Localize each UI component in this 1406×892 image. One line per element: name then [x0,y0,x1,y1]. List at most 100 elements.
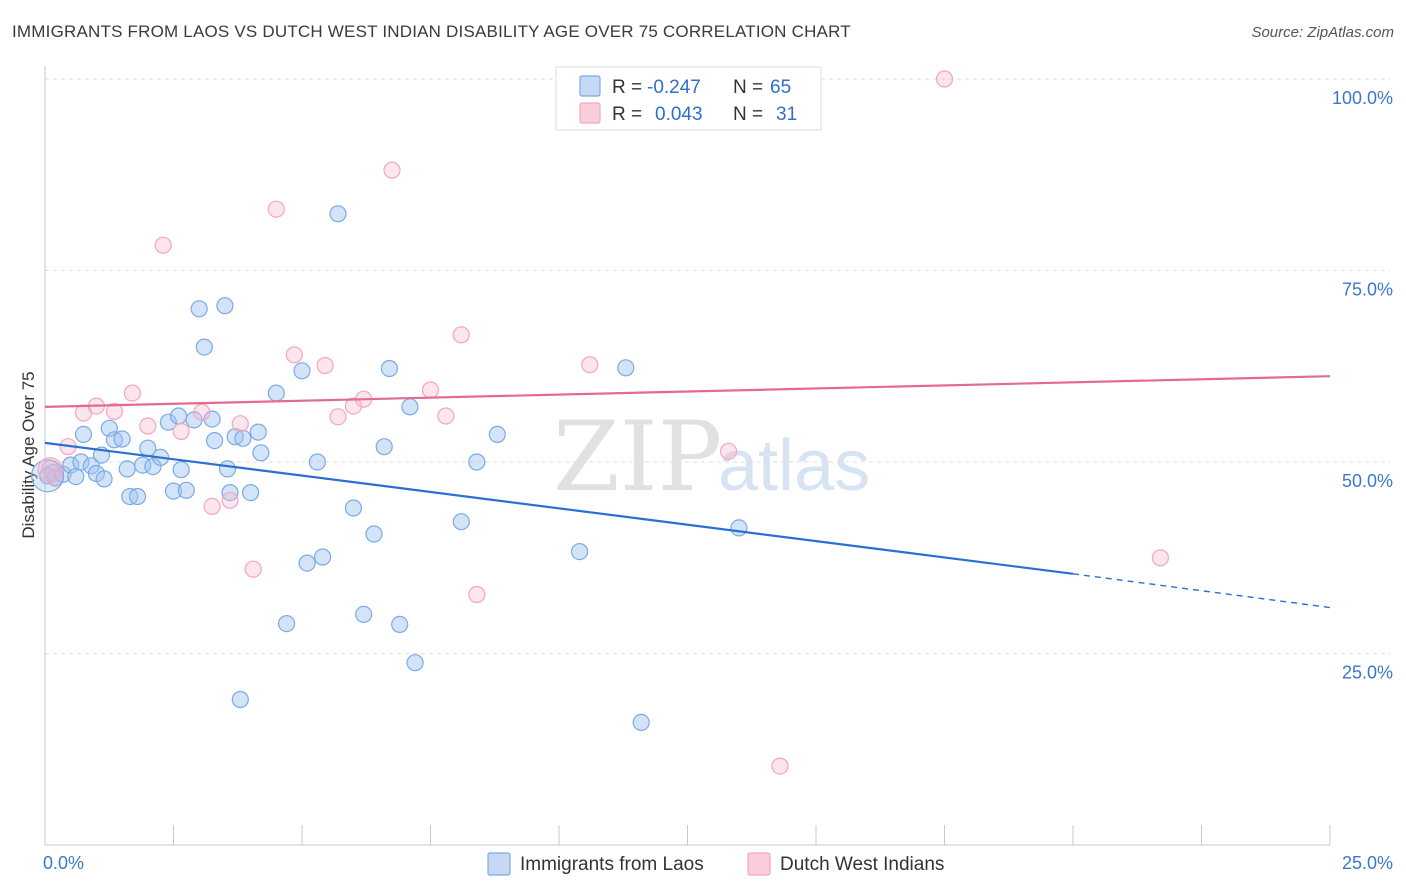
trend-lines [44,375,1331,609]
stats-r-label-dutch: R = [612,104,642,125]
dutch-point-15 [285,346,303,364]
laos-point-33 [218,460,237,478]
stats-swatch-laos [579,75,601,97]
laos-point-39 [252,444,270,462]
stats-r-value-laos: -0.247 [647,77,701,98]
source-credit: Source: ZipAtlas.com [1251,24,1394,41]
x-tick-label-max: 25.0% [1342,853,1393,873]
laos-point-50 [375,438,393,456]
laos-point-54 [406,654,424,672]
laos-point-44 [308,453,326,471]
laos-cluster-point [30,459,65,493]
dutch-point-27 [771,757,789,775]
dutch-point-29 [1151,549,1170,567]
gridlines [45,78,1390,654]
laos-point-7 [74,425,93,443]
data-points [30,70,1170,775]
laos-point-60 [632,713,650,732]
laos-point-55 [452,513,470,531]
legend: Immigrants from Laos Dutch West Indians [487,852,944,876]
laos-point-42 [293,362,311,380]
dutch-point-28 [935,70,954,88]
laos-point-47 [344,499,362,517]
laos-point-46 [329,205,347,223]
dutch-point-8 [172,422,190,440]
laos-point-40 [267,384,285,402]
laos-point-52 [391,615,409,634]
laos-point-6 [72,453,90,471]
laos-point-37 [242,484,260,502]
laos-point-53 [401,398,419,416]
y-axis-title: Disability Age Over 75 [19,371,38,538]
laos-point-15 [118,460,136,478]
laos-point-11 [95,470,113,488]
laos-point-59 [617,359,635,377]
dutch-point-23 [452,326,470,344]
y-tick-label-25: 25.0% [1342,663,1393,683]
y-tick-label-50: 50.0% [1342,471,1393,491]
laos-point-29 [195,338,213,356]
laos-point-56 [468,453,486,471]
dutch-point-13 [244,560,262,578]
dutch-point-10 [203,497,221,515]
laos-point-28 [190,300,208,318]
laos-point-51 [380,359,398,378]
legend-swatch-laos [487,852,511,876]
legend-label-laos: Immigrants from Laos [520,854,704,875]
dutch-point-16 [316,356,334,375]
watermark-atlas: atlas [718,426,870,506]
dutch-point-7 [154,236,172,254]
laos-point-36 [234,429,252,447]
y-tick-label-75: 75.0% [1342,280,1393,300]
watermark-zip: ZIP [553,401,722,513]
laos-point-41 [278,614,296,633]
legend-swatch-dutch [747,852,771,876]
chart-title: IMMIGRANTS FROM LAOS VS DUTCH WEST INDIA… [12,22,851,41]
x-tick-label-min: 0.0% [43,853,84,873]
dutch-point-21 [421,381,440,399]
laos-point-25 [172,461,190,479]
laos-point-58 [570,542,589,561]
dutch-point-18 [344,397,362,415]
stats-n-label-dutch: N = [733,104,763,125]
laos-point-57 [488,425,506,443]
laos-trend-extension [1072,573,1331,609]
dutch-point-22 [437,407,455,425]
laos-point-14 [113,430,131,448]
dutch-point-5 [123,384,141,402]
laos-point-23 [164,482,183,500]
laos-point-22 [159,413,177,431]
stats-r-value-dutch: 0.043 [655,104,703,125]
laos-point-61 [730,519,748,537]
dutch-trend-line [44,375,1331,408]
dutch-point-9 [193,403,211,421]
stats-n-value-dutch: 31 [776,104,797,125]
stats-n-value-laos: 65 [770,77,791,98]
laos-trend-line [44,441,1074,575]
dutch-point-25 [581,356,599,374]
dutch-point-24 [468,585,486,604]
x-axis-ticks [44,825,1331,845]
y-tick-label-100: 100.0% [1332,88,1393,108]
dutch-point-17 [329,408,347,426]
watermark: ZIP atlas [553,401,870,513]
laos-point-24 [170,407,188,425]
dutch-cluster-point [37,457,63,483]
dutch-point-14 [267,200,285,218]
laos-point-5 [67,468,85,486]
dutch-point-6 [139,417,157,435]
stats-box: R = -0.247 N = 65 R = 0.043 N = 31 [555,66,822,131]
laos-point-32 [216,297,234,315]
dutch-point-12 [231,415,249,433]
legend-label-dutch: Dutch West Indians [780,854,944,875]
y-tick-labels: 25.0% 50.0% 75.0% 100.0% [1332,88,1393,683]
laos-point-38 [249,423,267,441]
stats-swatch-dutch [579,102,601,124]
laos-point-31 [206,432,224,450]
laos-point-49 [365,525,383,543]
dutch-point-20 [383,161,401,179]
laos-point-26 [177,481,195,499]
dutch-point-11 [221,491,239,509]
laos-point-30 [203,410,221,428]
